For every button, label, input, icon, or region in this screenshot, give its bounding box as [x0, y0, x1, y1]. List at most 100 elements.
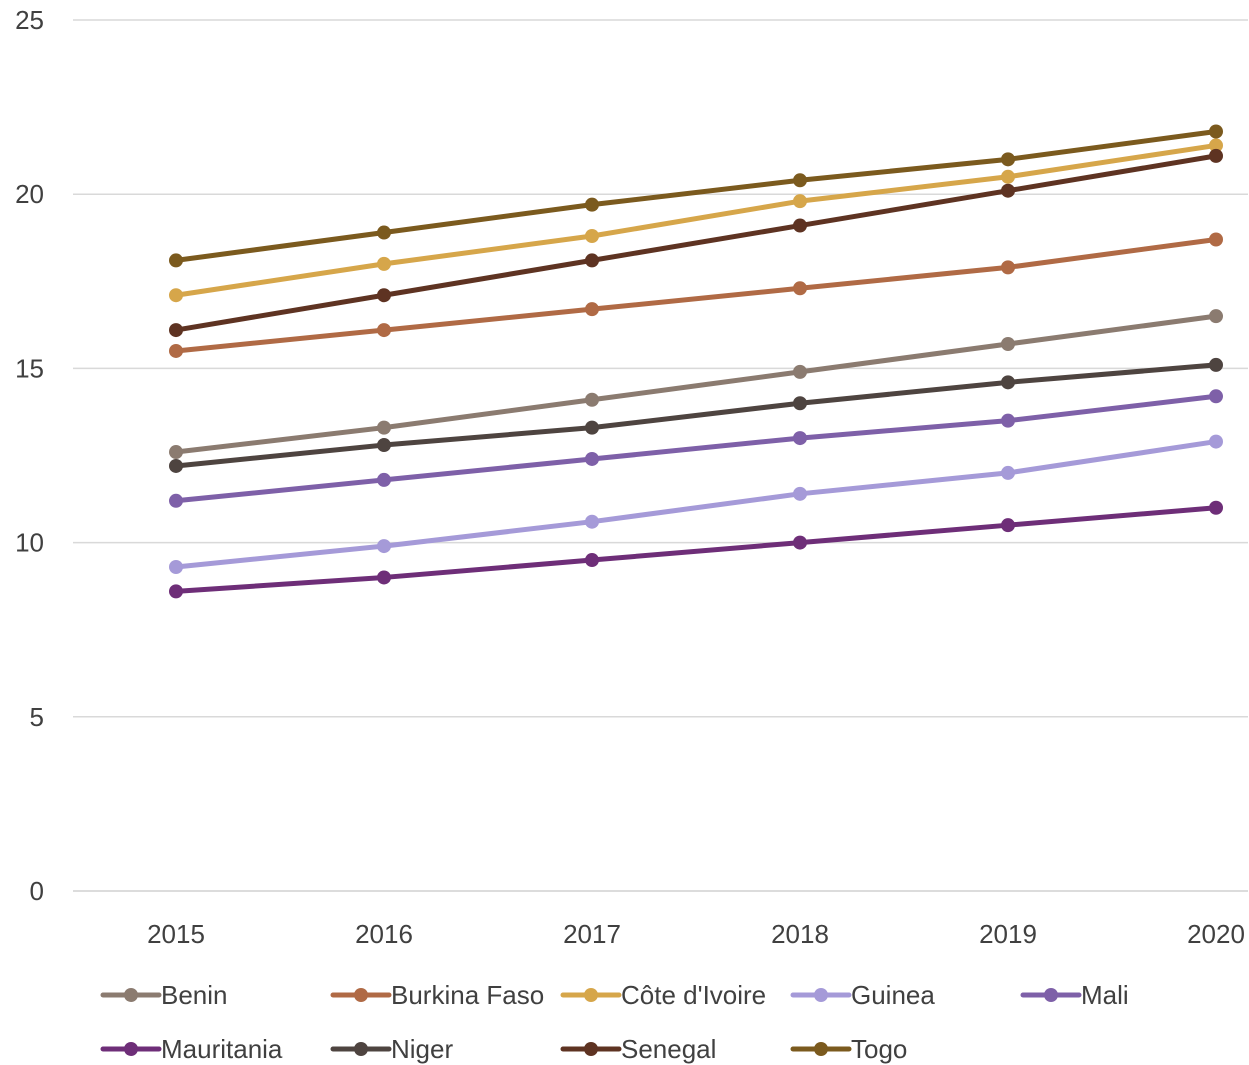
data-point — [585, 197, 599, 212]
data-point — [1001, 169, 1015, 184]
series-line — [173, 153, 1219, 333]
data-point — [1209, 148, 1223, 163]
legend: Benin Burkina Faso Côte d'Ivoire Guinea Mali… — [100, 980, 1129, 1064]
legend-item: Mali — [1020, 980, 1129, 1010]
data-point — [1209, 500, 1223, 515]
legend-item: Burkina Faso — [330, 980, 544, 1010]
x-tick-label: 2018 — [771, 919, 829, 949]
series-line — [173, 142, 1219, 298]
data-point — [169, 323, 183, 338]
legend-item: Senegal — [560, 1034, 716, 1064]
data-point — [793, 364, 807, 379]
series-benin — [169, 309, 1223, 460]
legend-label: Côte d'Ivoire — [621, 980, 766, 1010]
legend-marker — [584, 988, 598, 1002]
series-togo — [169, 124, 1223, 268]
y-tick-label: 15 — [15, 353, 44, 383]
data-point — [793, 535, 807, 550]
data-point — [1001, 260, 1015, 275]
data-point — [169, 253, 183, 268]
data-point — [169, 288, 183, 303]
series-line — [173, 362, 1219, 469]
x-axis: 2015 2016 2017 2018 2019 2020 — [147, 919, 1245, 949]
data-point — [1209, 309, 1223, 324]
data-point — [169, 559, 183, 574]
legend-label: Senegal — [621, 1034, 716, 1064]
series-guinea — [169, 434, 1223, 574]
data-point — [1001, 465, 1015, 480]
series-line — [173, 439, 1219, 570]
series-lines — [169, 124, 1223, 599]
data-point — [377, 570, 391, 585]
data-point — [585, 392, 599, 407]
legend-label: Niger — [391, 1034, 453, 1064]
data-point — [377, 438, 391, 453]
data-point — [585, 514, 599, 529]
legend-item: Benin — [100, 980, 228, 1010]
series-burkina-faso — [169, 232, 1223, 358]
legend-item: Togo — [790, 1034, 907, 1064]
data-point — [585, 253, 599, 268]
data-point — [169, 493, 183, 508]
legend-label: Mauritania — [161, 1034, 283, 1064]
data-point — [1001, 337, 1015, 352]
data-point — [793, 431, 807, 446]
y-tick-label: 20 — [15, 179, 44, 209]
series-line — [173, 393, 1219, 504]
data-point — [1209, 434, 1223, 449]
legend-item: Mauritania — [100, 1034, 283, 1064]
y-tick-label: 5 — [30, 702, 44, 732]
data-point — [793, 486, 807, 501]
series-line — [173, 128, 1219, 263]
legend-label: Burkina Faso — [391, 980, 544, 1010]
x-tick-label: 2019 — [979, 919, 1037, 949]
data-point — [793, 218, 807, 233]
data-point — [1209, 138, 1223, 153]
data-point — [169, 445, 183, 460]
legend-label: Benin — [161, 980, 228, 1010]
series-mali — [169, 389, 1223, 508]
data-point — [377, 323, 391, 338]
y-tick-label: 0 — [30, 876, 44, 906]
data-point — [169, 343, 183, 358]
data-point — [377, 225, 391, 240]
data-point — [169, 584, 183, 599]
legend-label: Togo — [851, 1034, 907, 1064]
legend-marker — [1044, 988, 1058, 1002]
legend-marker — [124, 988, 138, 1002]
data-point — [793, 281, 807, 296]
data-point — [793, 194, 807, 209]
legend-item: Guinea — [790, 980, 935, 1010]
data-point — [1001, 413, 1015, 428]
series-line — [173, 313, 1219, 455]
data-point — [1209, 357, 1223, 372]
data-point — [377, 420, 391, 435]
legend-marker — [124, 1042, 138, 1056]
y-tick-label: 25 — [15, 5, 44, 35]
data-point — [585, 553, 599, 568]
data-point — [793, 396, 807, 411]
data-point — [377, 472, 391, 487]
data-point — [1001, 375, 1015, 390]
x-tick-label: 2016 — [355, 919, 413, 949]
legend-label: Guinea — [851, 980, 935, 1010]
legend-marker — [814, 1042, 828, 1056]
data-point — [585, 420, 599, 435]
series-c-te-d-ivoire — [169, 138, 1223, 303]
series-niger — [169, 357, 1223, 473]
series-line — [173, 236, 1219, 354]
data-point — [585, 302, 599, 317]
data-point — [377, 288, 391, 303]
data-point — [585, 451, 599, 466]
data-point — [169, 458, 183, 473]
series-line — [173, 505, 1219, 594]
x-tick-label: 2020 — [1187, 919, 1245, 949]
data-point — [1209, 232, 1223, 247]
data-point — [1001, 183, 1015, 198]
data-point — [1001, 152, 1015, 167]
data-point — [1209, 124, 1223, 139]
x-tick-label: 2017 — [563, 919, 621, 949]
x-tick-label: 2015 — [147, 919, 205, 949]
y-tick-label: 10 — [15, 528, 44, 558]
